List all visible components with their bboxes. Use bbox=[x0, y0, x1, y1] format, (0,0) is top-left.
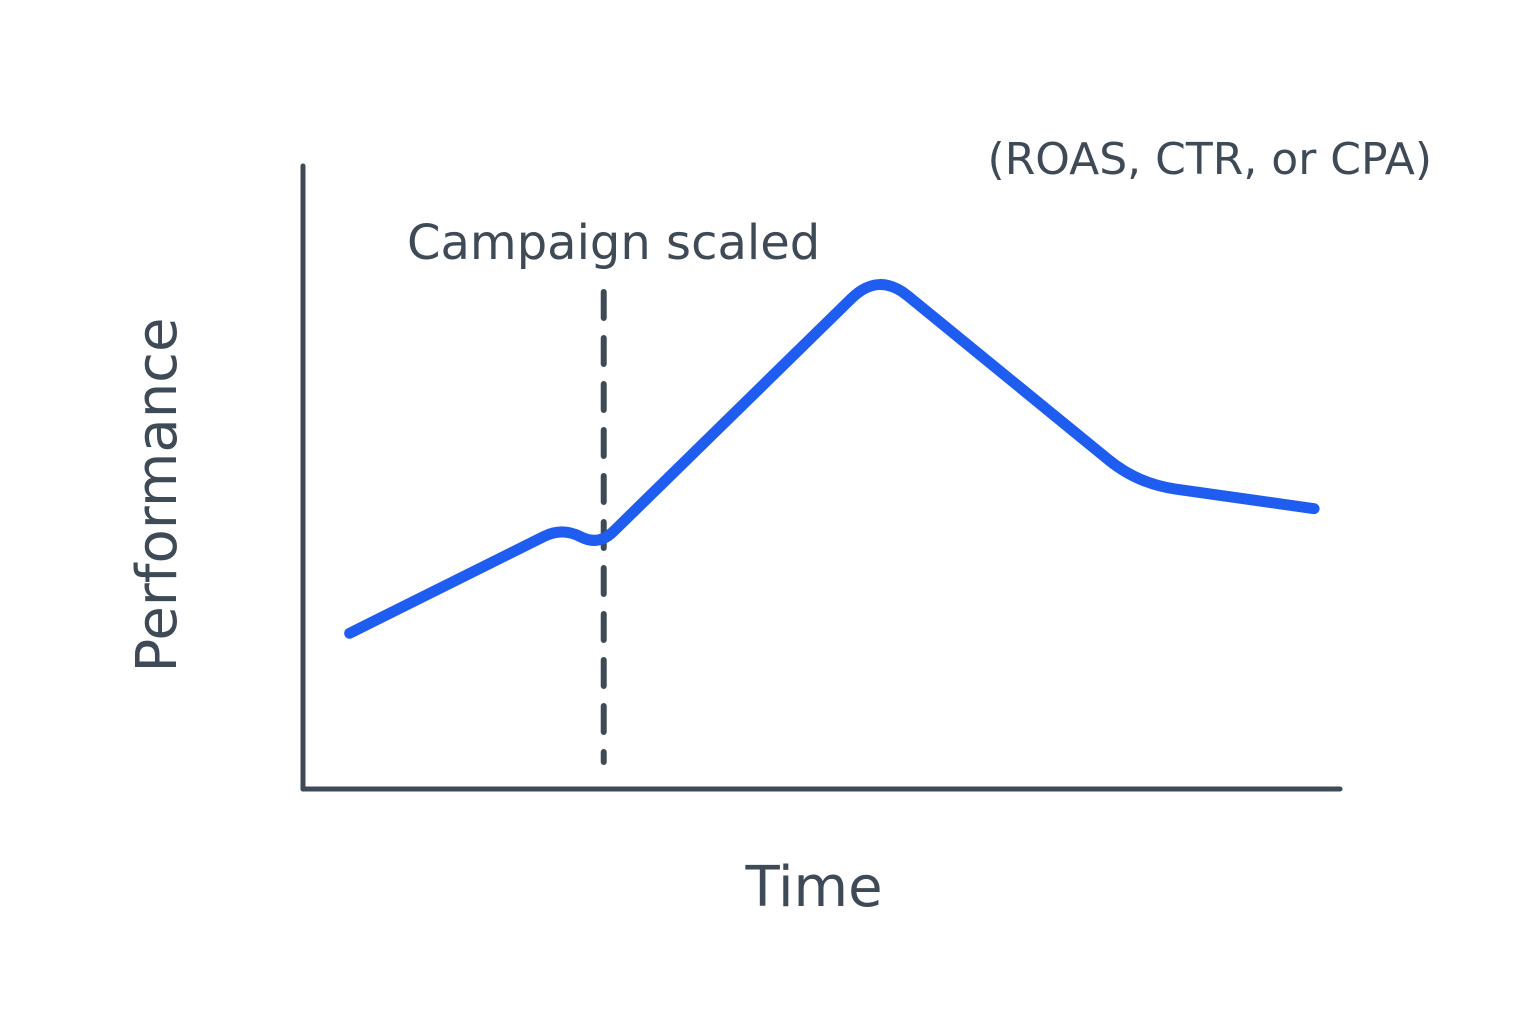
axes bbox=[300, 163, 1343, 792]
chart-subtitle: (ROAS, CTR, or CPA) bbox=[988, 134, 1432, 185]
series-line bbox=[344, 279, 1320, 639]
x-axis-title: Time bbox=[744, 855, 882, 920]
data-point bbox=[598, 545, 600, 547]
annotation-label: Campaign scaled bbox=[407, 215, 820, 271]
data-point bbox=[878, 271, 880, 273]
data-point bbox=[349, 632, 351, 634]
data-point bbox=[1137, 483, 1139, 485]
data-points bbox=[349, 271, 1315, 634]
data-point bbox=[561, 526, 563, 528]
y-axis-title: Performance bbox=[125, 318, 190, 673]
data-point bbox=[1313, 508, 1315, 510]
